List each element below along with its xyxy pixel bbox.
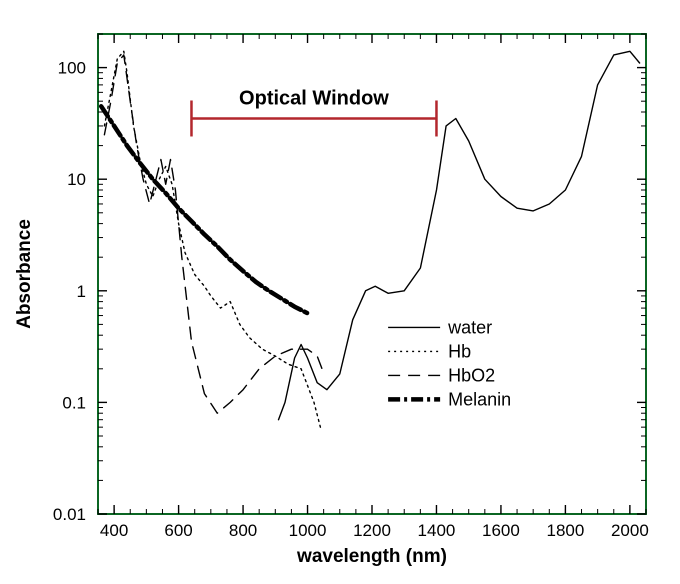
- absorbance-chart: 400 600 800 1000 1200 1400 1600 1800 2000 0.01 0.1…: [0, 0, 680, 584]
- optical-window-label: Optical Window: [239, 87, 389, 109]
- legend-label: water: [447, 317, 492, 337]
- legend-label: Hb: [448, 341, 471, 361]
- y-axis-label: Absorbance: [14, 219, 35, 329]
- xtick-label: 1000: [289, 521, 327, 540]
- chart-container: 400 600 800 1000 1200 1400 1600 1800 2000 0.01 0.1…: [0, 0, 680, 584]
- xtick-label: 2000: [611, 521, 649, 540]
- xtick-label: 1800: [546, 521, 584, 540]
- legend-label: HbO2: [448, 365, 495, 385]
- legend-label: Melanin: [448, 389, 511, 409]
- xtick-label: 600: [164, 521, 192, 540]
- x-axis-label: wavelength (nm): [296, 546, 447, 567]
- ytick-label: 1: [77, 282, 86, 301]
- ytick-label: 10: [67, 170, 86, 189]
- ytick-label: 0.01: [53, 505, 86, 524]
- xtick-label: 1600: [482, 521, 520, 540]
- xtick-label: 1400: [418, 521, 456, 540]
- xtick-label: 800: [229, 521, 257, 540]
- xtick-label: 1200: [353, 521, 391, 540]
- ytick-label: 100: [58, 59, 86, 78]
- xtick-label: 400: [100, 521, 128, 540]
- ytick-label: 0.1: [62, 393, 86, 412]
